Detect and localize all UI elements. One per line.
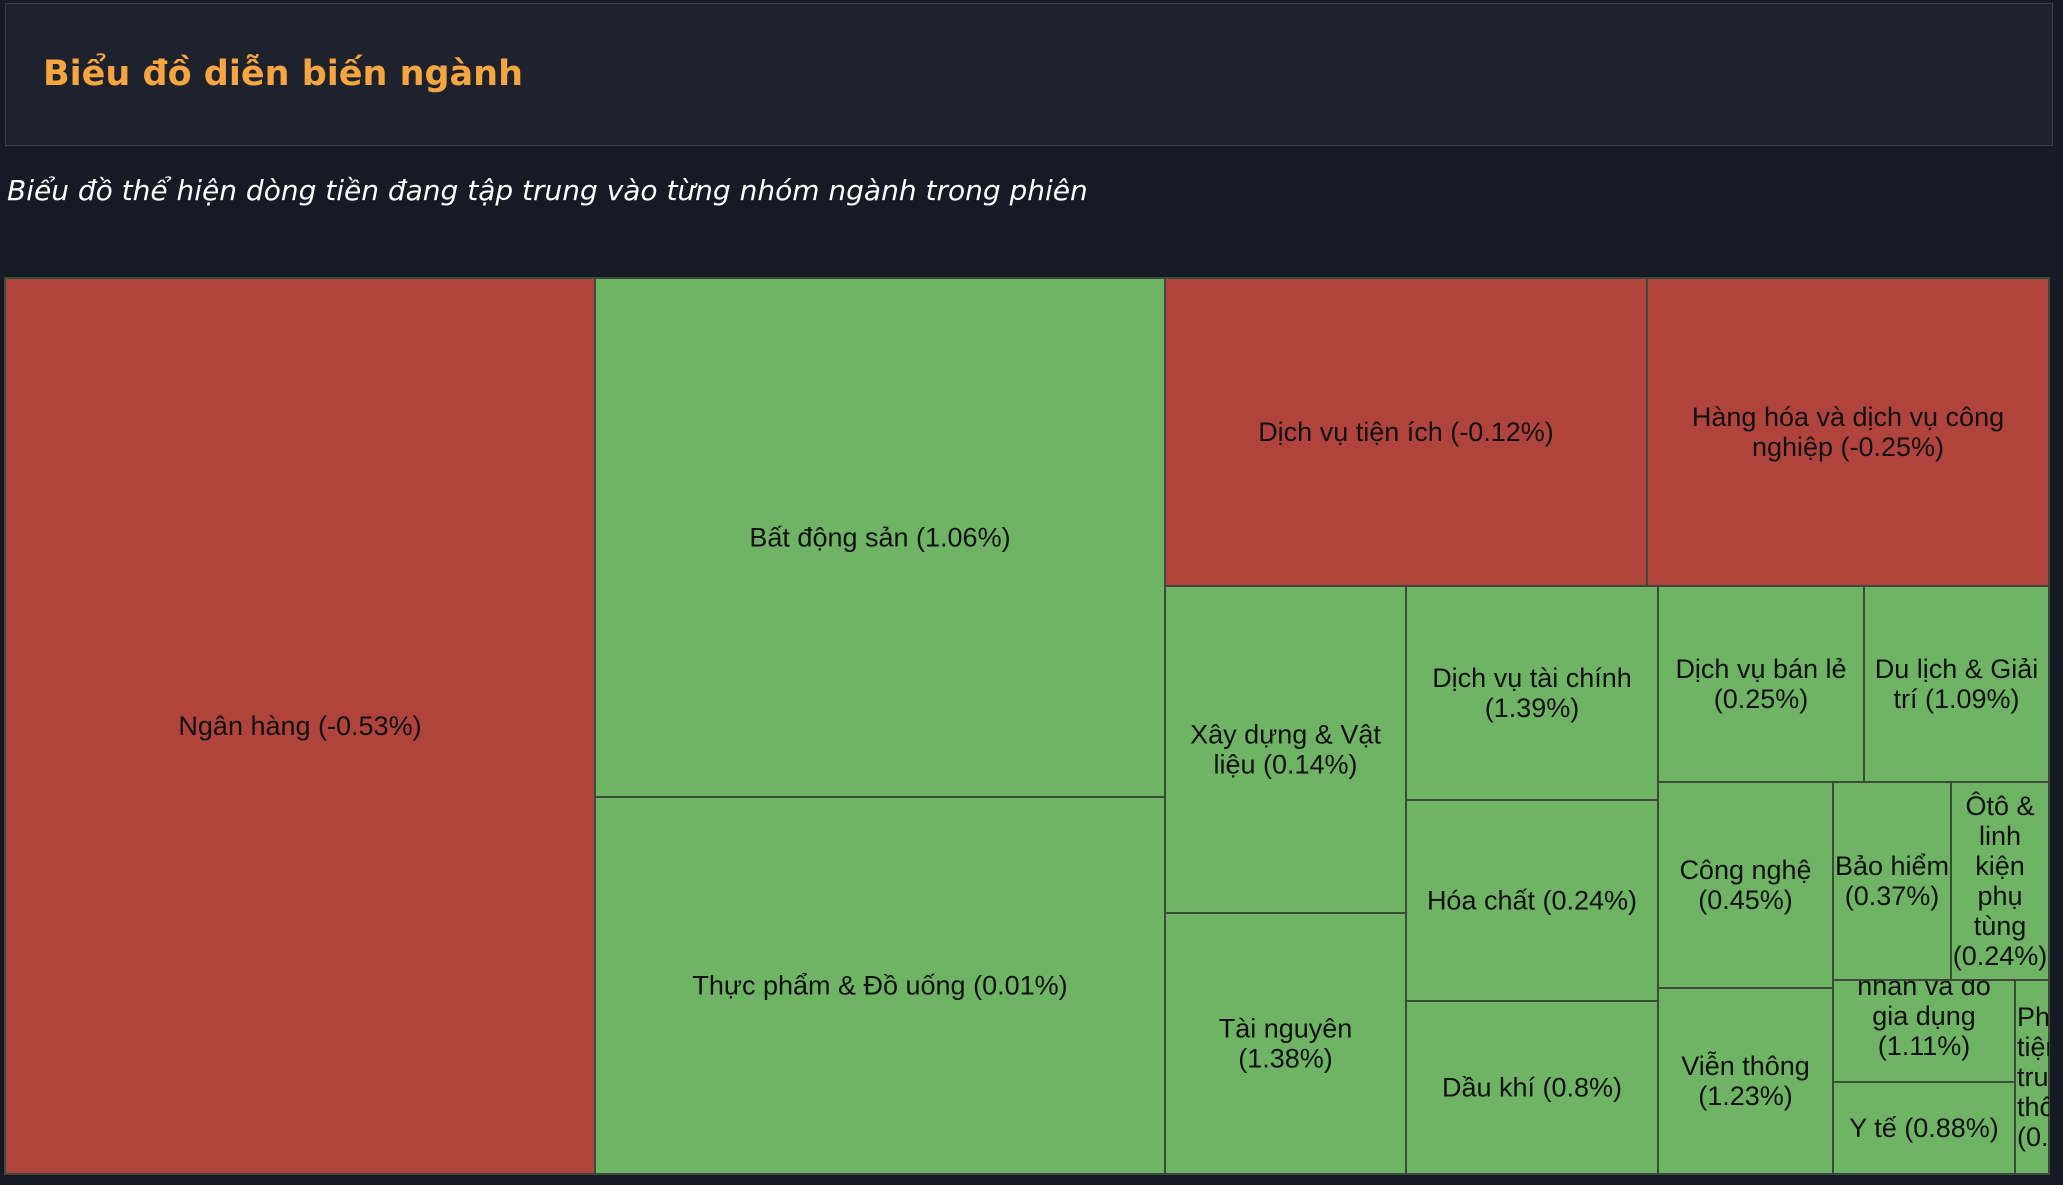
treemap-tile[interactable]: Bất động sản (1.06%) [594,277,1166,798]
treemap-tile-rect[interactable] [594,796,1166,1175]
treemap-tile[interactable]: Dịch vụ tiện ích (-0.12%) [1164,277,1648,587]
treemap-tile-label: Xây dựng & Vật liệu (0.14%) [1190,720,1381,780]
treemap-tile-rect[interactable] [1164,585,1407,914]
treemap-tile-label: Dầu khí (0.8%) [1442,1073,1622,1103]
treemap-tile-rect[interactable] [594,277,1166,798]
treemap-tile-label: Bất động sản (1.06%) [749,523,1010,553]
treemap-tile[interactable]: Hóa chất (0.24%) [1405,799,1659,1002]
treemap-tile-label: Ngân hàng (-0.53%) [178,711,421,741]
treemap-tile-rect[interactable] [2014,979,2050,1175]
treemap-tile-rect[interactable] [1405,585,1659,801]
chart-description: Biểu đồ thể hiện dòng tiền đang tập trun… [7,174,1088,207]
treemap-tile-rect[interactable] [1832,1081,2016,1175]
treemap-tile-rect[interactable] [1646,277,2050,587]
treemap-tile-label: Bảo hiểm (0.37%) [1835,851,1949,911]
treemap-tile-label: Ôtô & linh kiện phụ tùng (0.24%) [1953,790,2048,971]
treemap-tile-rect[interactable] [1657,781,1834,989]
treemap-tile[interactable]: Xây dựng & Vật liệu (0.14%) [1164,585,1407,914]
treemap-tile-rect[interactable] [1657,585,1865,783]
treemap-tile-label: Tài nguyên (1.38%) [1219,1014,1353,1074]
treemap-tile-rect[interactable] [4,277,596,1175]
panel-title: Biểu đồ diễn biến ngành [43,54,524,94]
treemap-tile[interactable]: Viễn thông (1.23%) [1657,987,1834,1175]
treemap-tile[interactable]: Bảo hiểm (0.37%) [1832,781,1952,981]
treemap-tile-label: Công nghệ (0.45%) [1679,855,1811,915]
treemap-tile-rect[interactable] [1405,1000,1659,1175]
treemap-tile[interactable]: Hàng hóa và dịch vụ công nghiệp (-0.25%) [1646,277,2050,587]
treemap-tile-rect[interactable] [1164,912,1407,1175]
treemap-tile-label: Y tế (0.88%) [1849,1113,1999,1143]
treemap-tile-rect[interactable] [1405,799,1659,1002]
treemap-tile-label: Phươngtiệntruyềnthông(0.0 [2017,1002,2063,1152]
treemap-tile-rect[interactable] [1832,781,1952,981]
treemap-tile-label: Viễn thông (1.23%) [1681,1050,1810,1111]
treemap-tile-label: Hóa chất (0.24%) [1427,886,1637,916]
treemap-tile-label: Dịch vụ bán lẻ (0.25%) [1675,654,1846,714]
treemap-tile-rect[interactable] [1950,781,2050,981]
treemap-tile[interactable]: Dịch vụ tài chính (1.39%) [1405,585,1659,801]
treemap-tile-label: Hàng hóa và dịch vụ công nghiệp (-0.25%) [1692,402,2004,462]
treemap-tile[interactable]: Công nghệ (0.45%) [1657,781,1834,989]
treemap-tile[interactable]: Y tế (0.88%) [1832,1081,2016,1175]
panel-header: Biểu đồ diễn biến ngành [5,3,2053,146]
treemap-tile-rect[interactable] [1863,585,2050,783]
treemap-tile[interactable]: Ngân hàng (-0.53%) [4,277,596,1175]
treemap-tile-label: Thực phẩm & Đồ uống (0.01%) [692,971,1067,1001]
treemap-tile-label: Dịch vụ tiện ích (-0.12%) [1258,417,1554,447]
treemap-tile[interactable]: Ôtô & linh kiện phụ tùng (0.24%) [1950,781,2050,981]
treemap-tile[interactable]: Phươngtiệntruyềnthông(0.0 [2014,979,2063,1175]
treemap-tile[interactable]: Thực phẩm & Đồ uống (0.01%) [594,796,1166,1175]
treemap-tile[interactable]: Dầu khí (0.8%) [1405,1000,1659,1175]
treemap-tile-rect[interactable] [1657,987,1834,1175]
treemap-tile[interactable]: Tài nguyên (1.38%) [1164,912,1407,1175]
treemap-tile-rect[interactable] [1164,277,1648,587]
treemap-tile[interactable]: Du lịch & Giải trí (1.09%) [1863,585,2050,783]
treemap-tile-label: Du lịch & Giải trí (1.09%) [1875,654,2039,714]
treemap-tile[interactable]: Dịch vụ bán lẻ (0.25%) [1657,585,1865,783]
treemap-tile-label: Dịch vụ tài chính (1.39%) [1432,663,1632,723]
